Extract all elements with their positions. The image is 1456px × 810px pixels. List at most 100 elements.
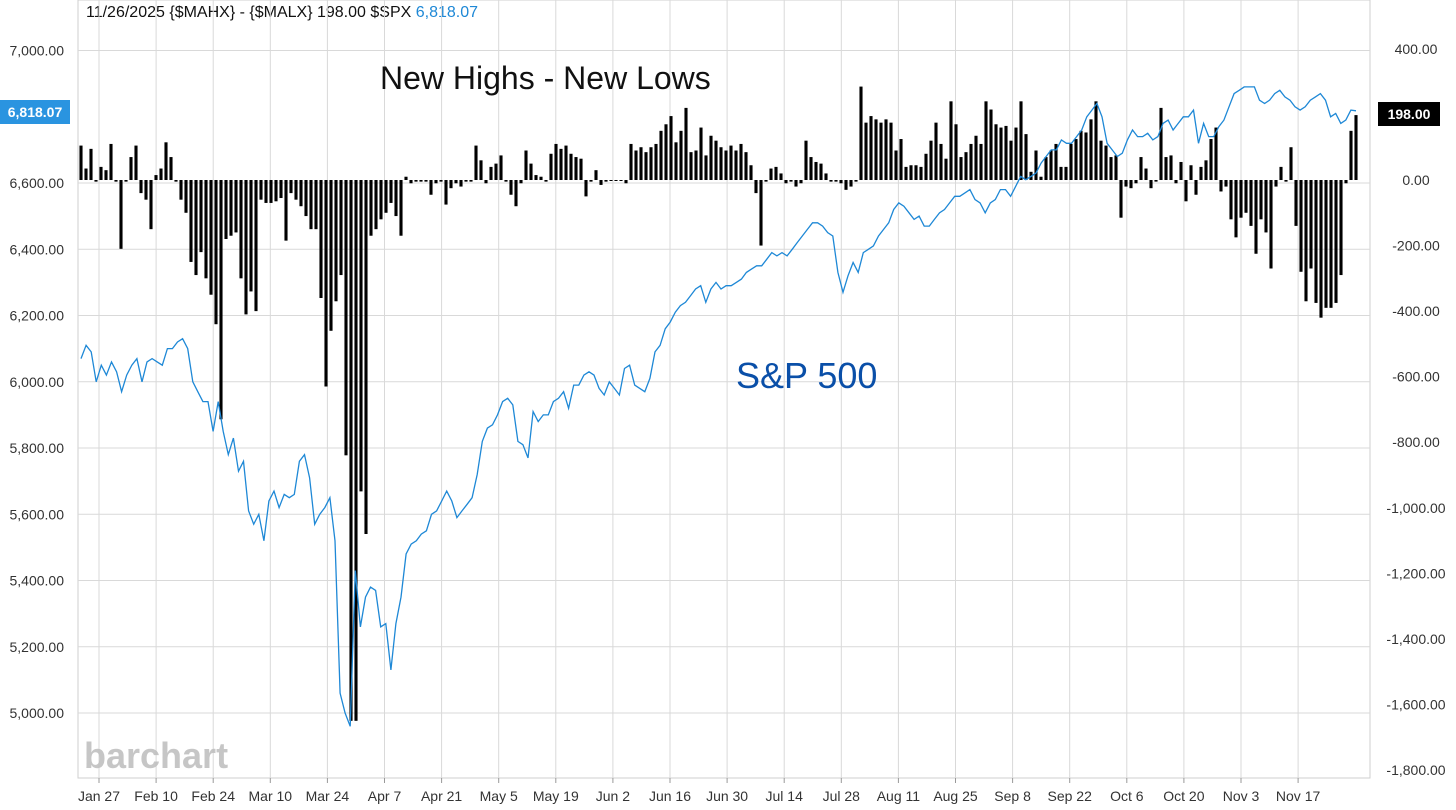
left-axis-tick-label: 5,000.00 [10, 705, 65, 721]
nh-nl-bar [354, 180, 358, 721]
nh-nl-bar [429, 180, 433, 195]
nh-nl-bar [1164, 157, 1168, 180]
nh-nl-bar [834, 180, 838, 182]
nh-nl-bar [129, 157, 133, 180]
nh-nl-bar [589, 180, 593, 182]
nh-nl-bar [1309, 180, 1313, 269]
nh-nl-bar [499, 155, 503, 180]
nh-nl-bar [1104, 145, 1108, 180]
nh-nl-bar [619, 180, 623, 181]
nh-nl-bar [199, 180, 203, 253]
nh-nl-bar [764, 180, 768, 182]
left-axis-tick-label: 5,600.00 [10, 506, 65, 522]
nh-nl-bar [584, 180, 588, 197]
x-axis-tick-label: Jul 28 [823, 788, 861, 804]
right-axis-tick-label: -1,200.00 [1386, 565, 1445, 581]
nh-nl-bar [1019, 101, 1023, 180]
barchart-watermark: barchart [84, 735, 228, 776]
nh-nl-bar [1134, 180, 1138, 184]
nh-nl-bar [559, 148, 563, 180]
nh-nl-bar [404, 176, 408, 180]
nh-nl-bar [909, 165, 913, 180]
nh-nl-bar [1284, 180, 1288, 182]
nh-nl-bar [914, 165, 918, 180]
nh-nl-bar [884, 119, 888, 180]
nh-nl-bar [139, 180, 143, 194]
nh-nl-bar [134, 145, 138, 180]
nh-nl-bar [794, 180, 798, 187]
x-axis-tick-label: Oct 20 [1163, 788, 1204, 804]
nh-nl-bar [1264, 180, 1268, 233]
nh-nl-bar [1124, 180, 1128, 187]
nh-nl-bar [349, 180, 353, 721]
nh-nl-bar [1139, 157, 1143, 180]
nh-nl-bar [84, 168, 88, 180]
nh-nl-bar [1274, 180, 1278, 187]
nh-nl-bar [744, 152, 748, 180]
nh-nl-bar [239, 180, 243, 279]
nh-nl-bar [339, 180, 343, 276]
nh-nl-bar [1004, 125, 1008, 180]
nh-nl-bar [174, 180, 178, 182]
nh-nl-bar [994, 124, 998, 180]
nh-nl-bar [1349, 130, 1353, 180]
nh-nl-bar [99, 166, 103, 180]
nh-nl-bar [1259, 180, 1263, 220]
nh-nl-bar [1324, 180, 1328, 308]
nh-nl-bar [1174, 180, 1178, 184]
nh-nl-bar [634, 150, 638, 180]
x-axis-tick-label: Jan 27 [78, 788, 120, 804]
nh-nl-bar [644, 152, 648, 180]
nh-nl-bar [709, 135, 713, 180]
nh-nl-bar [209, 180, 213, 295]
nh-nl-bar [1014, 127, 1018, 180]
nh-nl-bar [444, 180, 448, 205]
nh-nl-bar [784, 180, 788, 184]
nh-nl-bar [1114, 155, 1118, 180]
nh-nl-bar [314, 180, 318, 230]
nh-nl-bar [1039, 176, 1043, 180]
nh-nl-bar [714, 140, 718, 180]
right-axis-tick-label: -1,400.00 [1386, 631, 1445, 647]
nh-nl-bar [154, 175, 158, 180]
nh-nl-bar [594, 170, 598, 180]
nh-nl-bar [224, 180, 228, 239]
nh-nl-bar [934, 122, 938, 180]
nh-nl-bar [839, 180, 843, 184]
nh-nl-bar [869, 116, 873, 180]
nh-nl-bar [114, 180, 118, 182]
nh-nl-bar [164, 142, 168, 180]
nh-nl-bar [1144, 168, 1148, 180]
nh-nl-bar [1204, 160, 1208, 180]
nh-nl-bar [554, 143, 558, 180]
nh-nl-bar [944, 158, 948, 180]
nh-nl-bar [494, 163, 498, 180]
x-axis-tick-label: Aug 25 [933, 788, 978, 804]
nh-nl-bar [1089, 119, 1093, 180]
nh-nl-bar [1199, 166, 1203, 180]
nh-nl-bar [1234, 180, 1238, 238]
nh-nl-bar [1099, 140, 1103, 180]
left-axis-tick-label: 7,000.00 [10, 43, 65, 59]
x-axis-tick-label: Nov 17 [1276, 788, 1321, 804]
nh-nl-bar [924, 153, 928, 180]
x-axis-tick-label: Feb 10 [134, 788, 178, 804]
right-axis-tick-label: -200.00 [1392, 238, 1440, 254]
nh-nl-bar [799, 180, 803, 184]
nh-nl-bar [1049, 150, 1053, 180]
left-current-value-label: 6,818.07 [8, 104, 63, 120]
header-date: 11/26/2025 [86, 4, 165, 21]
nh-nl-bar [814, 161, 818, 180]
nh-nl-bar [669, 116, 673, 180]
left-axis-tick-label: 6,200.00 [10, 308, 65, 324]
nh-nl-bar [574, 157, 578, 180]
nh-nl-bar [454, 180, 458, 184]
nh-nl-bar [439, 180, 443, 182]
nh-nl-bar [169, 157, 173, 180]
header-formula-value: 198.00 [316, 4, 366, 21]
nh-nl-bar [569, 153, 573, 180]
nh-nl-bar [819, 163, 823, 180]
nh-nl-bar [249, 180, 253, 292]
bars-annotation: New Highs - New Lows [380, 60, 711, 96]
nh-nl-bar [94, 180, 98, 182]
